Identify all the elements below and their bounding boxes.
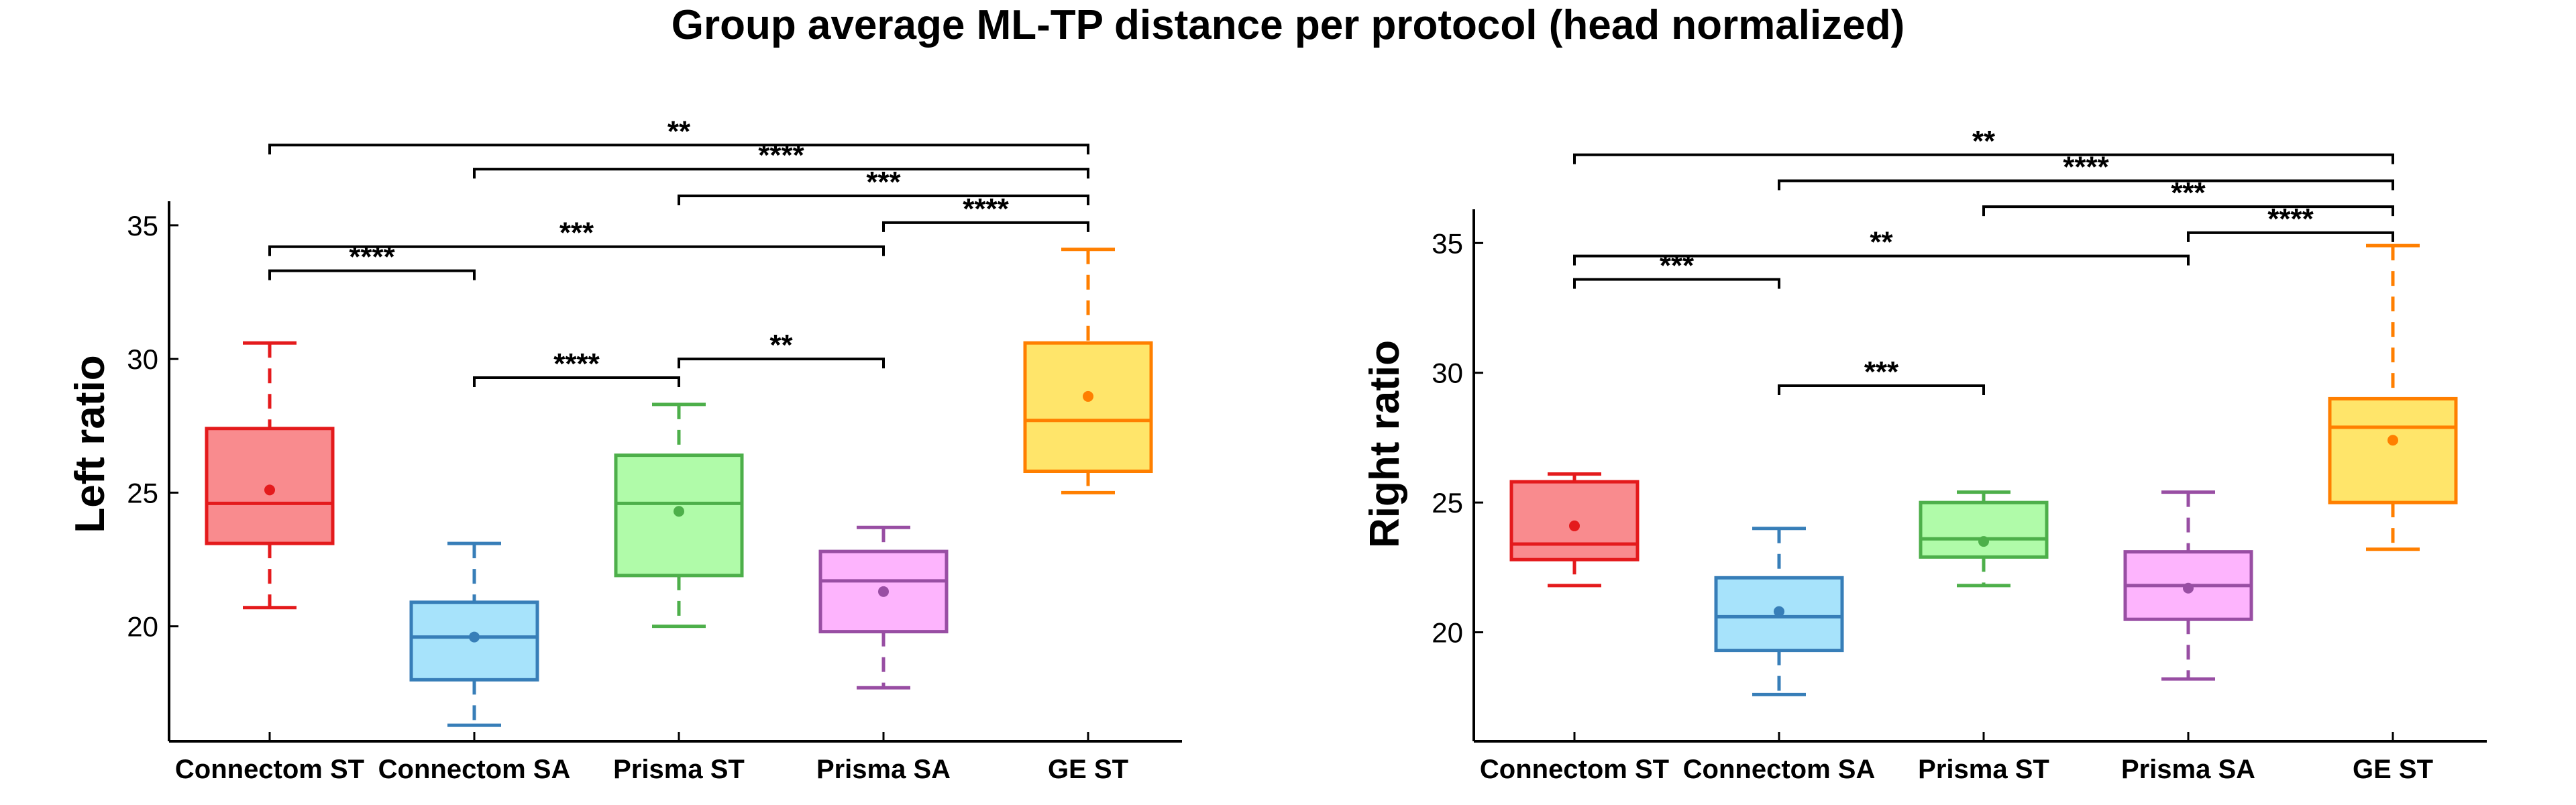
y-tick-label: 20	[1432, 617, 1463, 649]
box-prisma-st	[1919, 490, 2049, 588]
iqr-box	[2328, 396, 2458, 504]
bracket-line	[1778, 384, 1985, 396]
significance-bracket: ***	[1573, 249, 1780, 289]
box-connectom-st	[205, 341, 335, 610]
box-ge-st	[1023, 248, 1153, 494]
y-tick-label: 30	[1432, 358, 1463, 389]
x-tick-label: Connectom SA	[1683, 755, 1876, 784]
significance-label: ****	[2063, 150, 2109, 183]
y-tick-label: 35	[127, 210, 158, 241]
y-axis-label: Right ratio	[1362, 340, 1408, 548]
significance-label: **	[1870, 226, 1893, 259]
box-connectom-sa	[409, 541, 539, 727]
bracket-line	[268, 269, 476, 280]
x-tick-label: GE ST	[2353, 755, 2433, 784]
y-tick-label: 35	[1432, 227, 1463, 259]
mean-marker	[674, 506, 684, 517]
y-axis-label: Left ratio	[67, 355, 113, 533]
x-tick-label: Prisma SA	[2121, 755, 2255, 784]
mean-marker	[1569, 520, 1580, 531]
bracket-line	[473, 168, 1089, 179]
y-tick-label: 20	[127, 611, 158, 643]
significance-bracket: **	[678, 329, 885, 369]
significance-bracket: ****	[1778, 150, 2394, 191]
y-tick-label: 30	[127, 343, 158, 375]
significance-bracket: **	[1573, 125, 2394, 164]
significance-bracket: ***	[268, 217, 885, 256]
significance-label: ****	[553, 347, 600, 380]
box-ge-st	[2328, 244, 2458, 551]
mean-marker	[264, 484, 275, 496]
significance-bracket: ***	[1778, 356, 1985, 396]
box-connectom-sa	[1714, 527, 1844, 696]
significance-label: ***	[2171, 176, 2206, 209]
iqr-box	[1023, 341, 1153, 473]
significance-label: ***	[559, 217, 594, 250]
bracket-line	[678, 195, 1089, 206]
x-tick-label: GE ST	[1048, 755, 1128, 784]
box-prisma-st	[614, 402, 744, 629]
bracket-line	[268, 245, 885, 256]
box-prisma-sa	[2123, 490, 2253, 681]
x-tick-label: Prisma ST	[1918, 755, 2049, 784]
bracket-line	[268, 144, 1089, 155]
bracket-line	[1982, 205, 2394, 217]
bracket-line	[678, 358, 885, 369]
figure-title: Group average ML-TP distance per protoco…	[672, 2, 1905, 48]
significance-bracket: ****	[473, 139, 1089, 179]
significance-bracket: **	[1573, 226, 2190, 266]
significance-label: ****	[758, 139, 804, 172]
significance-label: ****	[963, 193, 1009, 225]
significance-bracket: ****	[882, 193, 1089, 232]
bracket-line	[1573, 153, 2394, 164]
mean-marker	[1978, 536, 1989, 547]
bracket-line	[882, 221, 1089, 232]
significance-bracket: ***	[1982, 176, 2394, 217]
significance-bracket: ****	[268, 241, 476, 280]
y-tick-label: 25	[1432, 487, 1463, 519]
significance-label: **	[769, 329, 793, 362]
y-tick-label: 25	[127, 477, 158, 508]
bracket-line	[2187, 231, 2394, 242]
bracket-line	[1778, 179, 2394, 191]
bracket-line	[473, 376, 680, 388]
significance-label: ****	[349, 241, 395, 274]
significance-label: ***	[1864, 356, 1899, 388]
bracket-line	[1573, 278, 1780, 289]
x-tick-label: Connectom ST	[1480, 755, 1669, 784]
box-connectom-st	[1509, 472, 1640, 588]
x-tick-label: Prisma ST	[613, 755, 745, 784]
x-tick-label: Prisma SA	[816, 755, 951, 784]
bracket-line	[1573, 254, 2190, 266]
right-ratio-panel: Right ratio 20 25 30 35 Connectom ST Connecto…	[1362, 125, 2487, 784]
x-tick-label: Connectom SA	[378, 755, 571, 784]
x-tick-label: Connectom ST	[175, 755, 364, 784]
significance-bracket: **	[268, 115, 1089, 155]
mean-marker	[1774, 606, 1784, 617]
box-prisma-sa	[818, 525, 949, 690]
left-ratio-panel: Left ratio 20 25 30 35 Connectom ST Connectom…	[67, 115, 1182, 784]
mean-marker	[469, 631, 480, 643]
mean-marker	[2387, 435, 2398, 446]
significance-bracket: ***	[678, 166, 1089, 206]
significance-bracket: ****	[473, 347, 680, 388]
significance-label: ***	[866, 166, 901, 199]
significance-label: **	[1972, 125, 1996, 158]
mean-marker	[2183, 582, 2194, 594]
mean-marker	[1083, 390, 1093, 402]
significance-label: ****	[2267, 203, 2314, 235]
iqr-box	[1919, 500, 2049, 559]
significance-label: **	[667, 115, 691, 148]
mean-marker	[878, 586, 889, 597]
significance-label: ***	[1660, 249, 1695, 282]
significance-bracket: ****	[2187, 203, 2394, 242]
